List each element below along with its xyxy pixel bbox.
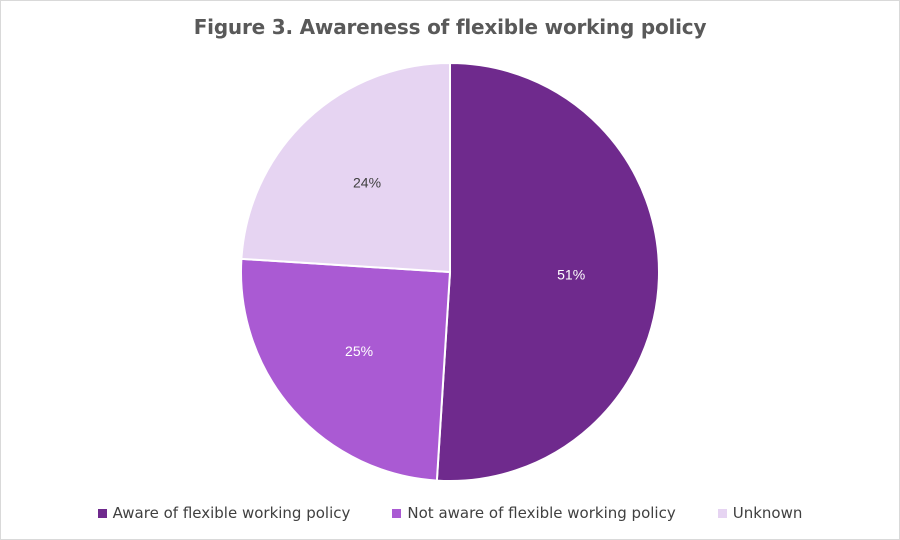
chart-title: Figure 3. Awareness of flexible working … xyxy=(193,15,707,39)
legend-entry-3: Unknown xyxy=(717,504,803,522)
legend-swatch-3 xyxy=(717,508,727,518)
pie-slice-1 xyxy=(435,61,660,482)
chart-legend: Aware of flexible working policy Not awar… xyxy=(1,504,899,522)
legend-entry-2: Not aware of flexible working policy xyxy=(392,504,676,522)
data-label-3: 24% xyxy=(353,174,381,190)
legend-swatch-2 xyxy=(392,508,402,518)
legend-swatch-1 xyxy=(97,508,107,518)
legend-label-2: Not aware of flexible working policy xyxy=(407,504,676,522)
legend-label-3: Unknown xyxy=(732,504,803,522)
pie-slice-2 xyxy=(240,257,452,482)
legend-entry-1: Aware of flexible working policy xyxy=(97,504,351,522)
data-label-2: 25% xyxy=(345,343,373,359)
pie-slice-3 xyxy=(240,61,451,274)
legend-label-1: Aware of flexible working policy xyxy=(112,504,351,522)
pie-data-labels: 51% 25% 24% xyxy=(345,174,585,359)
data-label-1: 51% xyxy=(557,267,585,283)
pie-slices xyxy=(240,61,660,482)
